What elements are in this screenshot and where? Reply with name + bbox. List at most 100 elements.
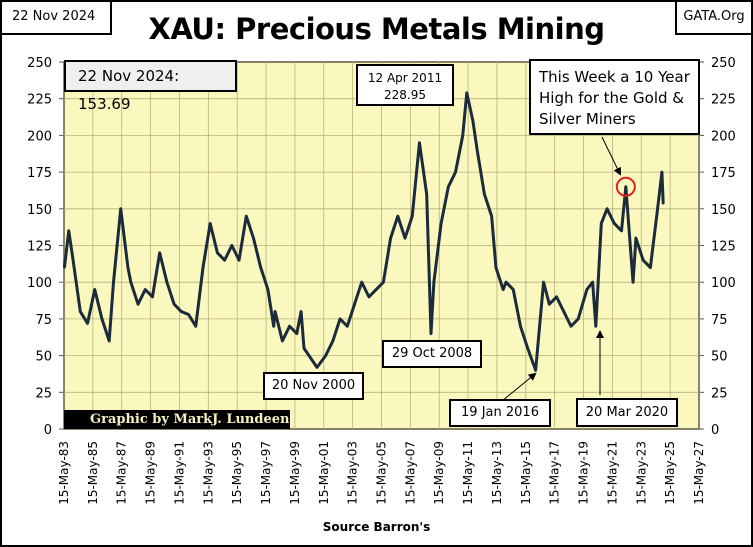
x-tick-label: 15-May-93 [201,441,215,505]
data-point [569,325,573,328]
data-point [107,339,111,343]
data-point [475,148,479,152]
data-point [660,170,664,174]
x-tick-label: 15-May-21 [605,441,619,505]
data-point [119,207,122,210]
data-point [439,222,443,225]
x-tick-label: 15-May-09 [432,441,446,505]
data-point [483,192,486,196]
peak-value: 228.95 [384,88,426,102]
data-point [534,369,537,372]
data-point [67,229,70,233]
y-tick-label-left: 100 [27,276,52,291]
chart-title: XAU: Precious Metals Mining [148,12,605,46]
x-tick-label: 15-May-13 [490,441,504,505]
data-point [432,281,436,284]
y-tick-label-right: 75 [711,313,728,328]
x-tick-label: 15-May-05 [375,441,389,505]
data-point [425,192,428,196]
x-tick-label: 15-May-01 [317,441,331,505]
data-point [526,347,529,350]
y-tick-label-left: 0 [44,423,52,438]
data-point [79,310,82,313]
data-point [331,339,335,343]
data-point [151,295,154,299]
x-tick-label: 15-May-03 [346,441,360,505]
data-point [465,91,468,95]
x-tick-label: 15-May-95 [230,441,244,505]
data-point [389,236,392,240]
data-point [374,288,378,291]
y-tick-label-right: 250 [711,56,736,71]
data-point [230,244,234,247]
peak-annotation: 12 Apr 2011 228.95 [356,64,454,106]
data-point [315,366,319,369]
y-tick-label-left: 125 [27,240,52,255]
latest-value-label: 22 Nov 2024: 153.69 [64,60,237,113]
x-tick-label: 15-May-23 [634,441,648,505]
data-point [418,141,421,144]
data-point [471,119,475,122]
x-tick-label: 15-May-99 [288,441,302,505]
data-point [600,222,603,225]
data-point [126,266,130,269]
y-tick-label-right: 150 [711,203,736,218]
data-point [585,288,589,291]
data-point [594,325,598,328]
x-tick-label: 15-May-19 [577,441,591,505]
data-point [577,317,580,321]
data-point [324,354,327,357]
y-tick-label-right: 225 [711,93,736,108]
data-point [403,236,407,240]
data-point [360,281,363,284]
data-point [63,266,66,269]
data-point [187,313,190,316]
credit-label: Graphic by MarkJ. Lundeen [64,410,290,429]
data-point [86,322,89,325]
annotation-arrow [501,372,537,402]
data-point [494,266,498,269]
data-point [605,207,609,210]
data-point [454,170,457,174]
x-tick-label: 15-May-15 [519,441,533,505]
data-point [129,281,133,284]
data-point [71,258,75,262]
data-point [302,347,306,350]
data-point [624,185,628,188]
note-annotation: This Week a 10 Year High for the Gold & … [529,59,700,135]
y-tick-label-right: 100 [711,276,736,291]
data-point [382,281,385,284]
x-tick-label: 15-May-87 [115,441,129,505]
data-point [272,325,275,328]
x-tick-label: 15-May-11 [461,441,475,505]
data-point [180,310,183,313]
data-point [237,258,241,262]
data-point [165,281,169,284]
y-tick-label-left: 50 [35,350,52,365]
data-point [266,288,270,291]
y-tick-label-right: 200 [711,129,736,144]
low-2008-annotation: 29 Oct 2008 [382,340,482,368]
data-point [216,251,219,255]
data-point [411,214,414,218]
x-tick-label: 15-May-07 [403,441,417,505]
highlight-circle [615,176,636,197]
data-point [136,303,140,306]
data-point [100,317,104,321]
data-point [281,339,284,343]
data-point [656,207,659,210]
x-tick-label: 15-May-25 [663,441,677,505]
data-point [512,288,515,291]
data-point [548,303,551,306]
data-point [353,303,356,306]
data-point [144,288,147,291]
x-tick-label: 15-May-27 [692,441,706,505]
data-point [613,222,616,225]
y-tick-label-right: 0 [711,423,719,438]
low-2020-annotation: 20 Mar 2020 [576,398,678,427]
data-point [172,303,176,306]
data-point [591,281,594,284]
y-tick-label-left: 200 [27,129,52,144]
data-point [259,266,262,269]
